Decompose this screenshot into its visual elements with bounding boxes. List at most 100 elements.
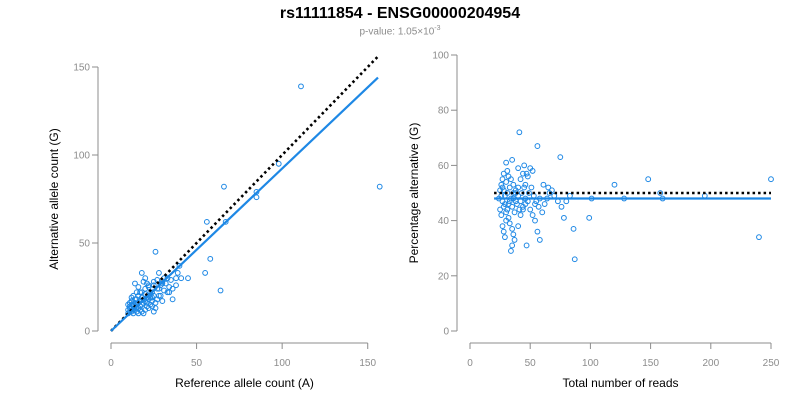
left-x-tick-label: 50 <box>191 358 203 369</box>
right-data-point <box>570 225 577 232</box>
right-data-point <box>499 184 506 191</box>
right-x-tick-label: 100 <box>582 358 599 369</box>
right-data-point <box>510 181 517 188</box>
right-data-point <box>517 176 524 183</box>
left-data-point <box>169 296 176 303</box>
left-data-point <box>173 282 179 289</box>
right-data-point <box>768 176 774 183</box>
right-data-point <box>522 181 529 188</box>
left-data-point <box>185 275 191 282</box>
chart-subtitle: p-value: 1.05×10-3 <box>0 25 800 37</box>
right-data-point <box>498 181 505 188</box>
left-data-point <box>135 284 142 290</box>
right-data-point <box>503 159 510 166</box>
right-data-point <box>506 220 513 227</box>
right-x-axis-title: Total number of reads <box>562 376 678 390</box>
left-x-tick-label: 150 <box>359 358 376 369</box>
right-data-point <box>521 184 528 191</box>
right-data-point <box>557 154 564 161</box>
left-x-axis-title: Reference allele count (A) <box>175 376 314 390</box>
right-data-point <box>529 168 536 174</box>
right-data-point <box>520 170 526 177</box>
right-data-point <box>503 179 510 185</box>
left-data-point <box>298 83 304 90</box>
right-data-point <box>561 214 567 221</box>
left-data-point <box>128 294 135 301</box>
right-x-tick-label: 150 <box>642 358 659 369</box>
left-data-point <box>130 292 137 299</box>
left-y-tick-label: 100 <box>73 151 90 162</box>
right-data-point <box>539 209 546 216</box>
right-data-point <box>502 234 508 241</box>
left-data-point <box>207 255 214 262</box>
left-data-point <box>275 160 282 167</box>
right-data-point <box>503 217 510 224</box>
right-data-point <box>516 206 523 213</box>
right-x-tick-label: 250 <box>763 358 780 369</box>
right-data-point <box>518 190 525 196</box>
right-data-point <box>527 206 534 213</box>
left-data-point <box>157 292 164 299</box>
left-data-point <box>169 285 176 292</box>
right-data-point <box>500 203 507 210</box>
right-data-point <box>521 162 528 169</box>
right-x-tick-label: 200 <box>702 358 719 369</box>
right-data-point <box>534 228 541 235</box>
right-data-point <box>515 223 522 230</box>
right-data-point <box>500 228 507 235</box>
left-data-point <box>132 280 138 287</box>
right-data-point <box>500 187 507 194</box>
left-data-point <box>149 294 155 301</box>
right-data-point <box>516 129 523 136</box>
right-data-point <box>498 212 505 218</box>
right-y-tick-label: 60 <box>438 161 450 172</box>
right-data-point <box>508 176 514 183</box>
right-data-point <box>520 206 526 213</box>
right-data-point <box>532 217 538 224</box>
right-y-tick-label: 100 <box>432 51 449 62</box>
right-data-point <box>511 209 518 216</box>
left-data-point <box>174 270 181 276</box>
left-data-point <box>138 289 145 296</box>
chart-title: rs11111854 - ENSG00000204954 <box>279 5 521 22</box>
left-reference-line <box>110 55 379 332</box>
left-data-point <box>159 298 166 304</box>
right-data-point <box>500 170 507 177</box>
left-data-point <box>202 270 209 276</box>
right-data-point <box>509 156 516 163</box>
right-data-point <box>497 206 504 213</box>
right-data-point <box>532 201 538 207</box>
right-data-point <box>499 223 506 230</box>
right-data-point <box>535 203 542 210</box>
left-data-point <box>156 270 162 276</box>
right-data-point <box>611 181 618 188</box>
right-data-point <box>505 201 512 207</box>
right-data-point <box>509 225 516 232</box>
left-y-tick-label: 50 <box>79 239 91 250</box>
left-data-point <box>161 287 167 294</box>
pvalue-exponent: -3 <box>434 25 441 32</box>
left-data-point <box>152 248 159 255</box>
right-data-point <box>504 168 511 174</box>
right-data-point <box>510 231 517 238</box>
right-data-point <box>515 165 522 172</box>
right-x-tick-label: 0 <box>467 358 473 369</box>
left-data-point <box>138 270 145 276</box>
left-x-tick-label: 100 <box>274 358 291 369</box>
left-data-point <box>221 183 227 190</box>
right-y-tick-label: 40 <box>438 216 450 227</box>
right-data-point <box>509 203 516 210</box>
right-data-point <box>517 212 524 218</box>
right-data-point <box>571 256 578 263</box>
right-data-point <box>645 176 652 183</box>
right-data-point <box>536 237 543 243</box>
right-data-point <box>524 173 531 180</box>
left-data-point <box>376 183 383 190</box>
right-data-point <box>509 242 516 249</box>
right-data-point <box>545 184 552 191</box>
right-data-point <box>502 201 508 207</box>
right-data-point <box>586 214 593 221</box>
right-y-tick-label: 20 <box>438 271 450 282</box>
left-data-point <box>203 218 210 225</box>
